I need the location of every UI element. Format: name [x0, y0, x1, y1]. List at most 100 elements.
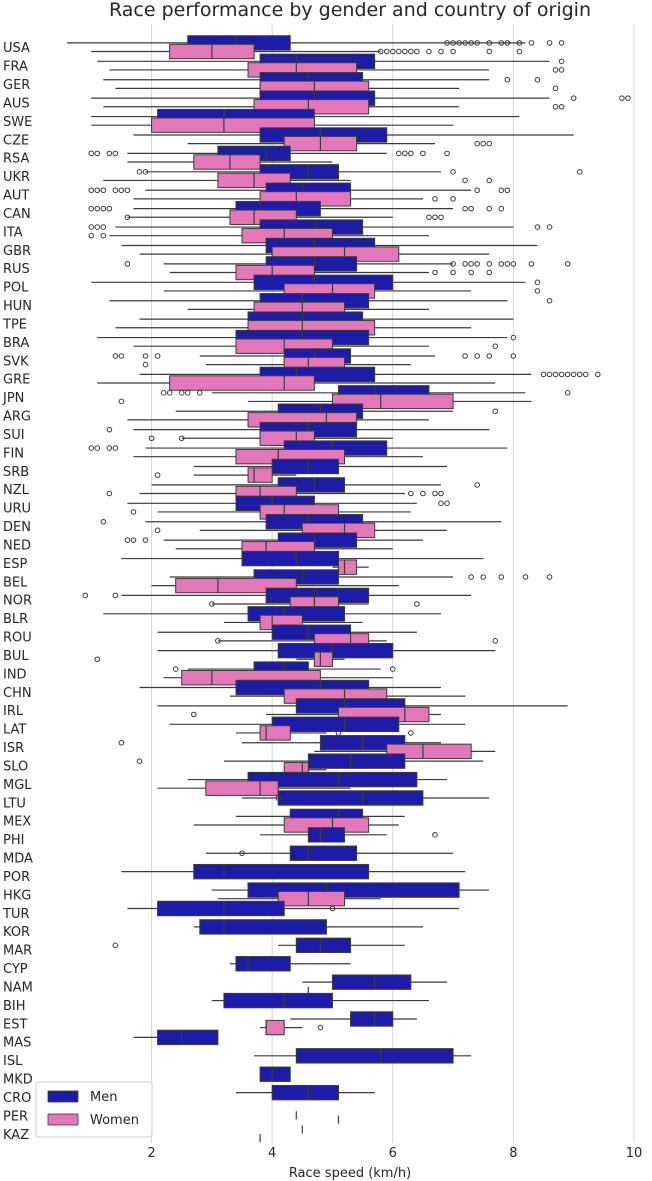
women-box [91, 43, 523, 60]
y-tick-label: NAM [3, 980, 33, 995]
iqr-box [193, 863, 370, 880]
outlier-point [124, 187, 131, 194]
y-tick-label: JPN [2, 391, 24, 406]
outlier-point [124, 537, 131, 543]
outlier-point [383, 48, 390, 55]
outlier-point [564, 390, 571, 396]
y-tick-label: CHN [3, 686, 32, 701]
y-tick-label: SUI [3, 428, 25, 443]
outlier-point [522, 574, 529, 580]
outlier-point [94, 224, 101, 230]
outlier-point [468, 269, 474, 276]
y-tick-label: GBR [3, 244, 31, 259]
outlier-point [480, 140, 487, 147]
outlier-point [564, 371, 571, 378]
outlier-point [594, 371, 601, 378]
women-box [217, 890, 381, 907]
outlier-point [450, 40, 456, 46]
y-tick-label: AUT [3, 189, 29, 204]
iqr-box [277, 890, 346, 907]
outlier-point [402, 48, 408, 55]
outlier-point [100, 187, 107, 194]
y-tick-label: HKG [3, 888, 31, 903]
outlier-point [124, 261, 131, 267]
outlier-point [486, 140, 493, 147]
outlier-point [329, 905, 336, 912]
iqr-box [259, 725, 291, 741]
outlier-point [492, 343, 499, 349]
outlier-point [178, 390, 185, 396]
outlier-point [124, 214, 131, 221]
men-box [127, 900, 460, 917]
x-tick-label: 2 [147, 1146, 155, 1161]
outlier-point [118, 398, 125, 405]
outlier-point [142, 353, 149, 359]
outlier-point [94, 656, 101, 663]
outlier-point [106, 150, 113, 157]
outlier-point [408, 490, 414, 497]
outlier-point [540, 371, 547, 378]
outlier-point [516, 48, 523, 55]
outlier-point [462, 205, 468, 212]
women-box [94, 651, 345, 667]
y-tick-label: CRO [3, 1091, 31, 1106]
outlier-point [486, 205, 493, 212]
outlier-point [468, 40, 474, 46]
outlier-point [136, 169, 143, 175]
legend-swatch-women [47, 1113, 79, 1126]
y-tick-label: BEL [3, 575, 28, 590]
outlier-point [462, 261, 468, 267]
outlier-point [395, 150, 402, 157]
iqr-box [259, 1066, 291, 1082]
outlier-point [474, 482, 480, 488]
y-tick-label: SVK [3, 354, 29, 369]
outlier-point [516, 40, 523, 46]
outlier-point [504, 40, 511, 46]
outlier-point [88, 445, 95, 451]
outlier-point [184, 390, 191, 396]
outlier-point [534, 224, 541, 230]
y-tick-label: LAT [3, 723, 26, 738]
y-tick-label: AUS [3, 96, 30, 111]
men-box [242, 790, 490, 806]
outlier-point [414, 48, 420, 55]
outlier-point [534, 288, 541, 294]
men-box [193, 919, 423, 935]
y-tick-label: HUN [3, 299, 32, 314]
outlier-point [492, 408, 499, 415]
iqr-box [223, 992, 333, 1009]
men-box [211, 882, 490, 898]
y-tick-label: KAZ [3, 1128, 29, 1143]
outlier-point [546, 224, 553, 230]
y-tick-label: PER [3, 1109, 28, 1124]
y-tick-label: LTU [3, 796, 26, 811]
outlier-point [444, 500, 450, 507]
outlier-point [408, 730, 414, 736]
outlier-point [504, 261, 511, 267]
women-box [157, 780, 351, 796]
outlier-point [486, 269, 493, 276]
women-box [124, 209, 444, 225]
iqr-box [313, 651, 333, 667]
y-tick-label: SLO [3, 759, 28, 774]
outlier-point [82, 592, 89, 599]
iqr-box [241, 550, 339, 567]
iqr-box [271, 458, 339, 475]
outlier-point [552, 67, 559, 73]
y-tick-label: ROU [3, 631, 32, 646]
y-tick-label: CZE [3, 133, 29, 148]
men-box [157, 642, 496, 659]
outlier-point [106, 426, 113, 433]
outlier-point [118, 353, 125, 359]
outlier-point [486, 261, 493, 267]
outlier-point [215, 638, 221, 644]
y-tick-label: MKD [3, 1073, 33, 1088]
x-tick-label: 8 [509, 1146, 517, 1161]
men-box [205, 845, 454, 861]
outlier-point [275, 795, 281, 801]
y-tick-label: URU [3, 502, 31, 517]
box-plots [67, 35, 631, 1143]
outlier-point [546, 574, 553, 580]
outlier-point [112, 445, 119, 451]
outlier-point [462, 177, 468, 184]
